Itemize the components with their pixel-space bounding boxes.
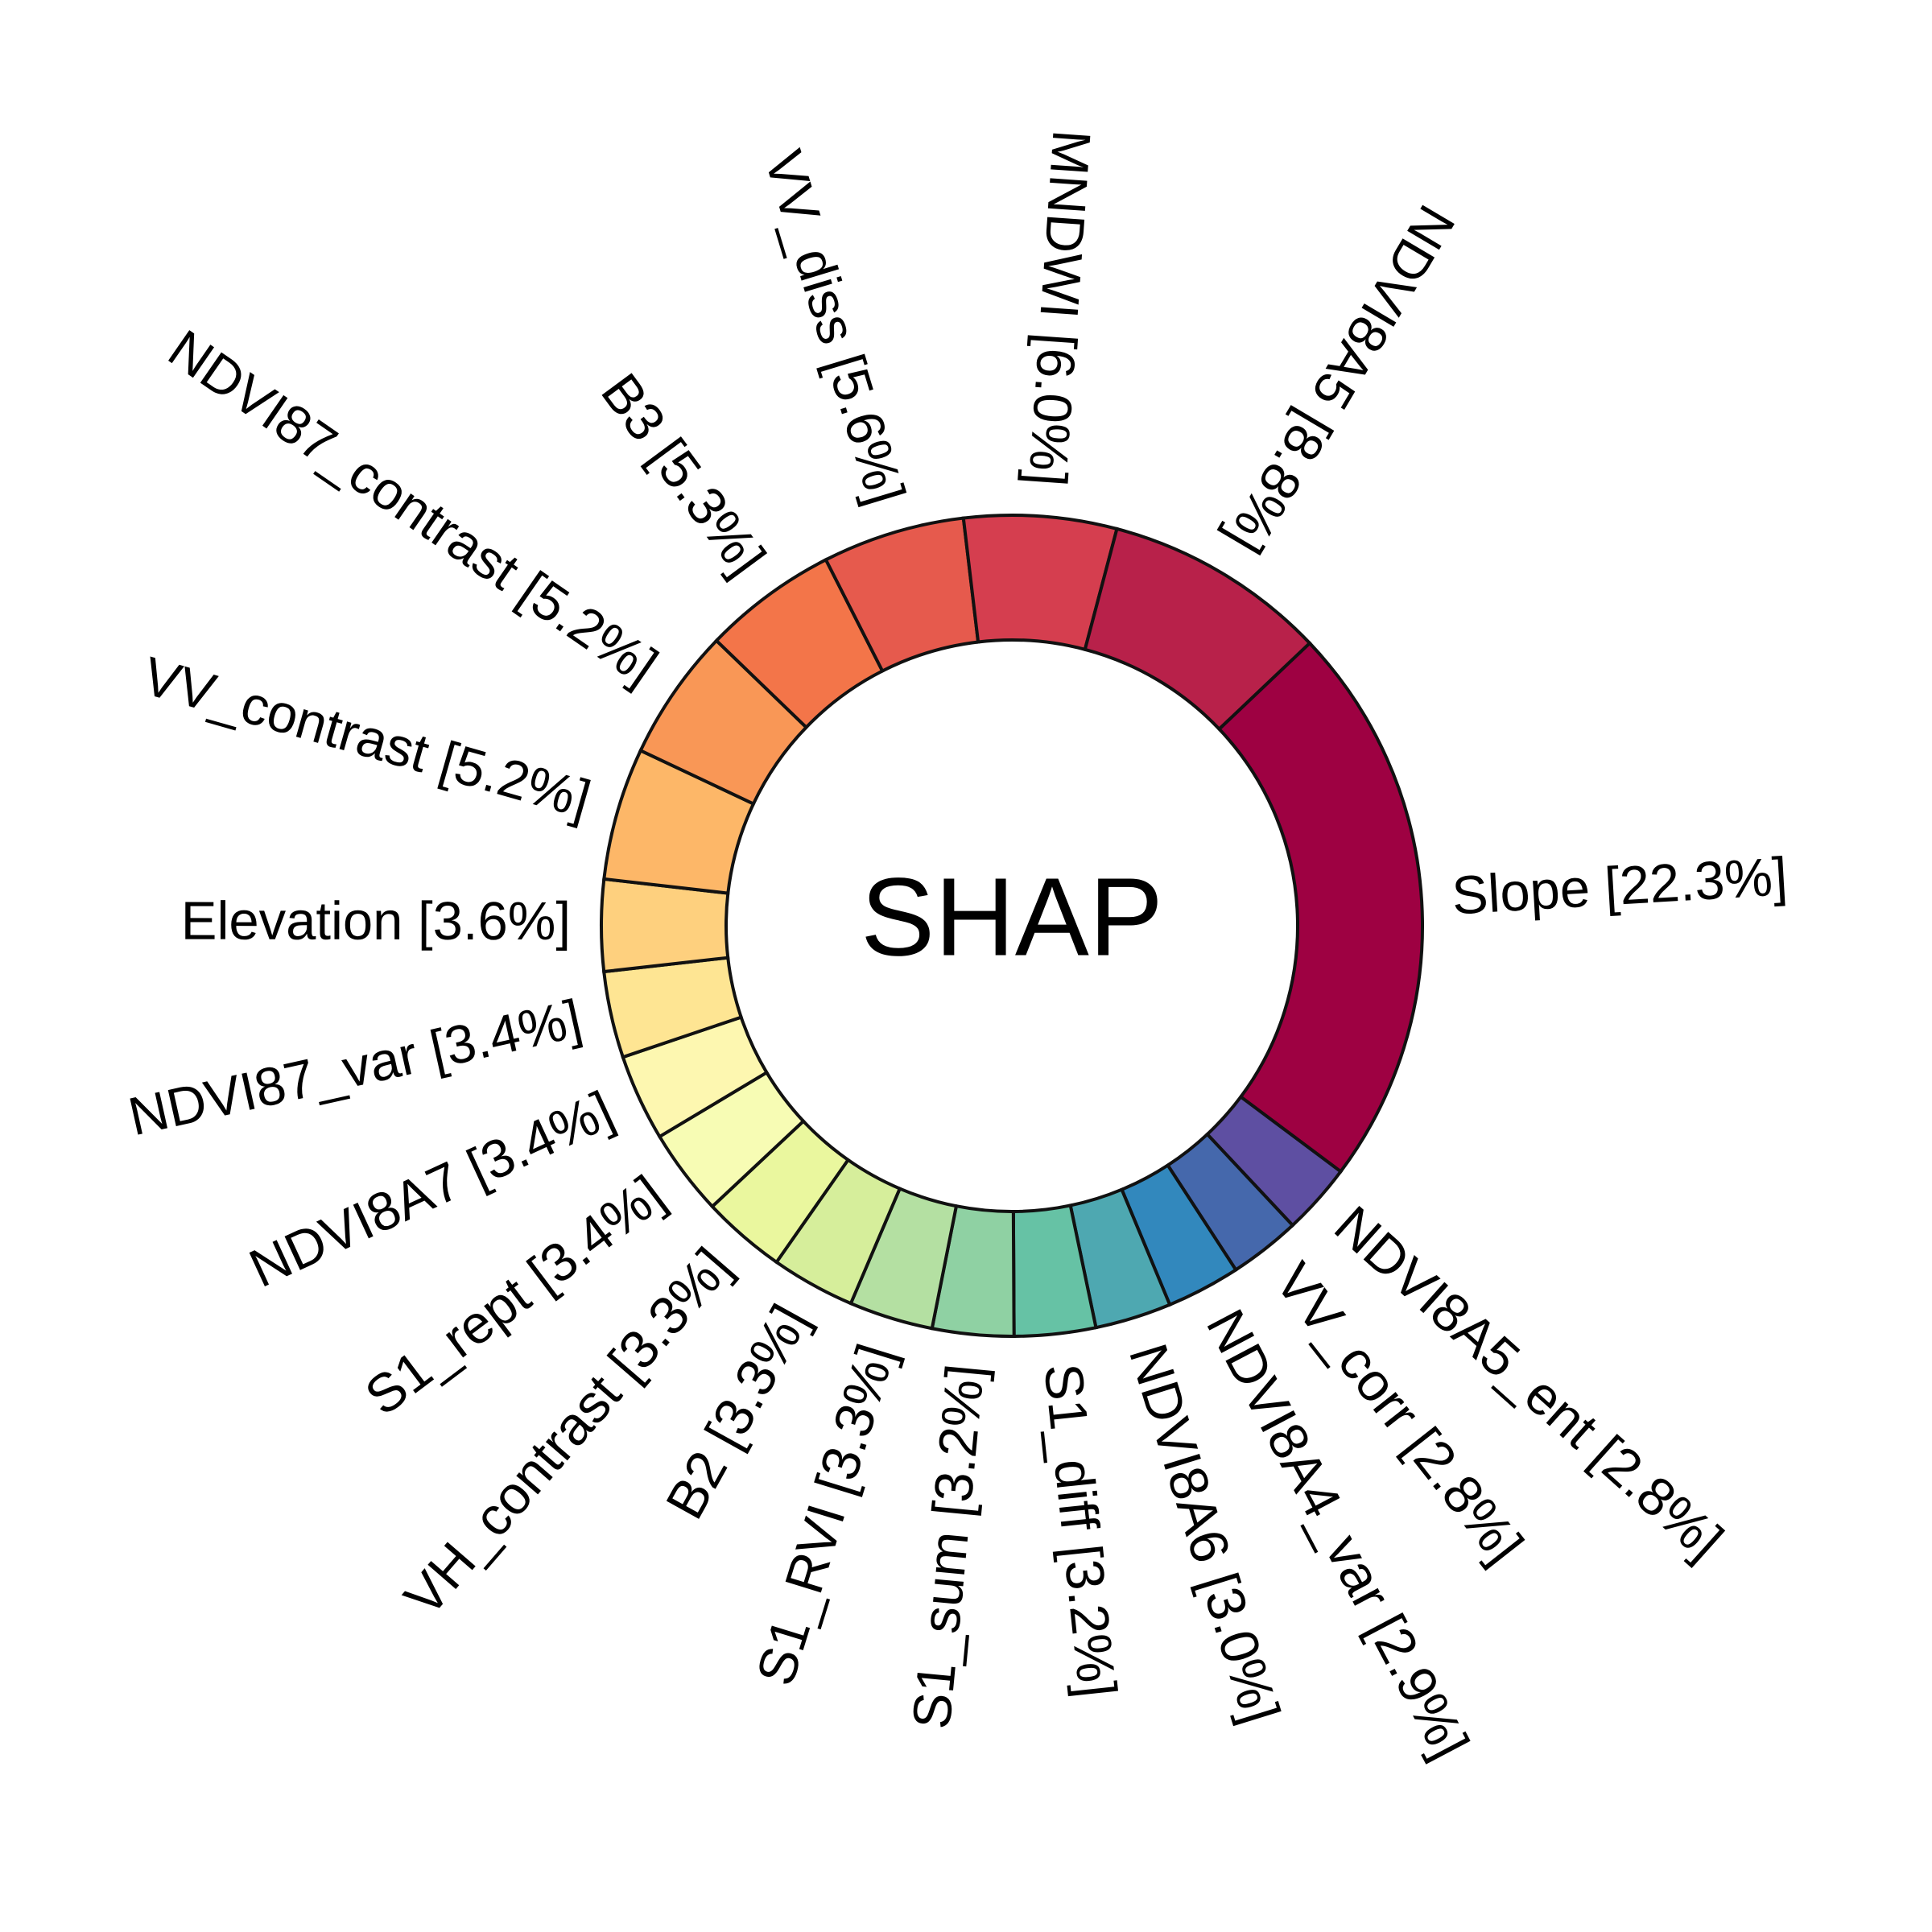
slice-label: NDVI87_contrast [5.2%] bbox=[158, 319, 668, 697]
slice-label: Elevation [3.6%] bbox=[181, 891, 571, 952]
slice-label: S1_diff [3.2%] bbox=[1032, 1360, 1127, 1700]
slice-label: VV_contrast [5.2%] bbox=[136, 646, 597, 830]
donut-slice bbox=[1216, 641, 1424, 1174]
slice-label: NDVI8A5 [8.8%] bbox=[1214, 195, 1466, 564]
slice-label: S1_sum [3.2%] bbox=[902, 1361, 997, 1731]
slice-label: Slope [22.3%] bbox=[1451, 846, 1790, 926]
donut-slice bbox=[600, 877, 730, 974]
donut-slice bbox=[1083, 526, 1312, 732]
slice-label: MNDWI [6.0%] bbox=[1017, 128, 1102, 488]
slice-label: VV_diss [5.6%] bbox=[753, 144, 917, 512]
slice-label: B3 [5.3%] bbox=[589, 363, 777, 587]
chart-title: SHAP bbox=[861, 855, 1163, 979]
slice-label: VH_contrast [3.3%] bbox=[393, 1236, 743, 1627]
slices-layer bbox=[600, 514, 1424, 1339]
